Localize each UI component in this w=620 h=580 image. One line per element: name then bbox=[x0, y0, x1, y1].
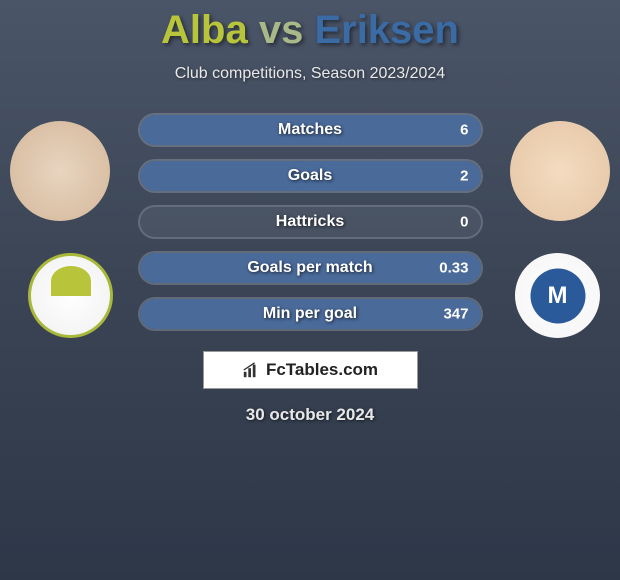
branding-text: FcTables.com bbox=[266, 360, 378, 380]
stat-row-hattricks: Hattricks 0 bbox=[138, 205, 483, 239]
stat-value-right: 6 bbox=[460, 122, 468, 139]
branding-box[interactable]: FcTables.com bbox=[203, 351, 418, 389]
stat-value-right: 2 bbox=[460, 168, 468, 185]
stat-row-matches: Matches 6 bbox=[138, 113, 483, 147]
main-container: Alba vs Eriksen Club competitions, Seaso… bbox=[0, 0, 620, 425]
vs-text: vs bbox=[259, 8, 304, 52]
stat-value-right: 0.33 bbox=[439, 260, 468, 277]
subtitle: Club competitions, Season 2023/2024 bbox=[0, 65, 620, 83]
content-area: Matches 6 Goals 2 Hattricks 0 Goals per … bbox=[0, 113, 620, 425]
chart-icon bbox=[242, 361, 260, 379]
stats-bars: Matches 6 Goals 2 Hattricks 0 Goals per … bbox=[138, 113, 483, 331]
player2-name: Eriksen bbox=[314, 8, 459, 52]
player1-name: Alba bbox=[161, 8, 248, 52]
stat-row-gpm: Goals per match 0.33 bbox=[138, 251, 483, 285]
stat-label: Hattricks bbox=[276, 213, 344, 231]
player2-avatar bbox=[510, 121, 610, 221]
stat-value-right: 347 bbox=[443, 306, 468, 323]
stat-label: Goals per match bbox=[247, 259, 372, 277]
player1-avatar bbox=[10, 121, 110, 221]
stat-row-goals: Goals 2 bbox=[138, 159, 483, 193]
player1-club-badge bbox=[28, 253, 113, 338]
page-title: Alba vs Eriksen bbox=[0, 8, 620, 53]
player2-club-badge bbox=[515, 253, 600, 338]
date-label: 30 october 2024 bbox=[0, 405, 620, 425]
stat-label: Goals bbox=[288, 167, 332, 185]
stat-label: Matches bbox=[278, 121, 342, 139]
stat-value-right: 0 bbox=[460, 214, 468, 231]
stat-row-mpg: Min per goal 347 bbox=[138, 297, 483, 331]
stat-label: Min per goal bbox=[263, 305, 357, 323]
